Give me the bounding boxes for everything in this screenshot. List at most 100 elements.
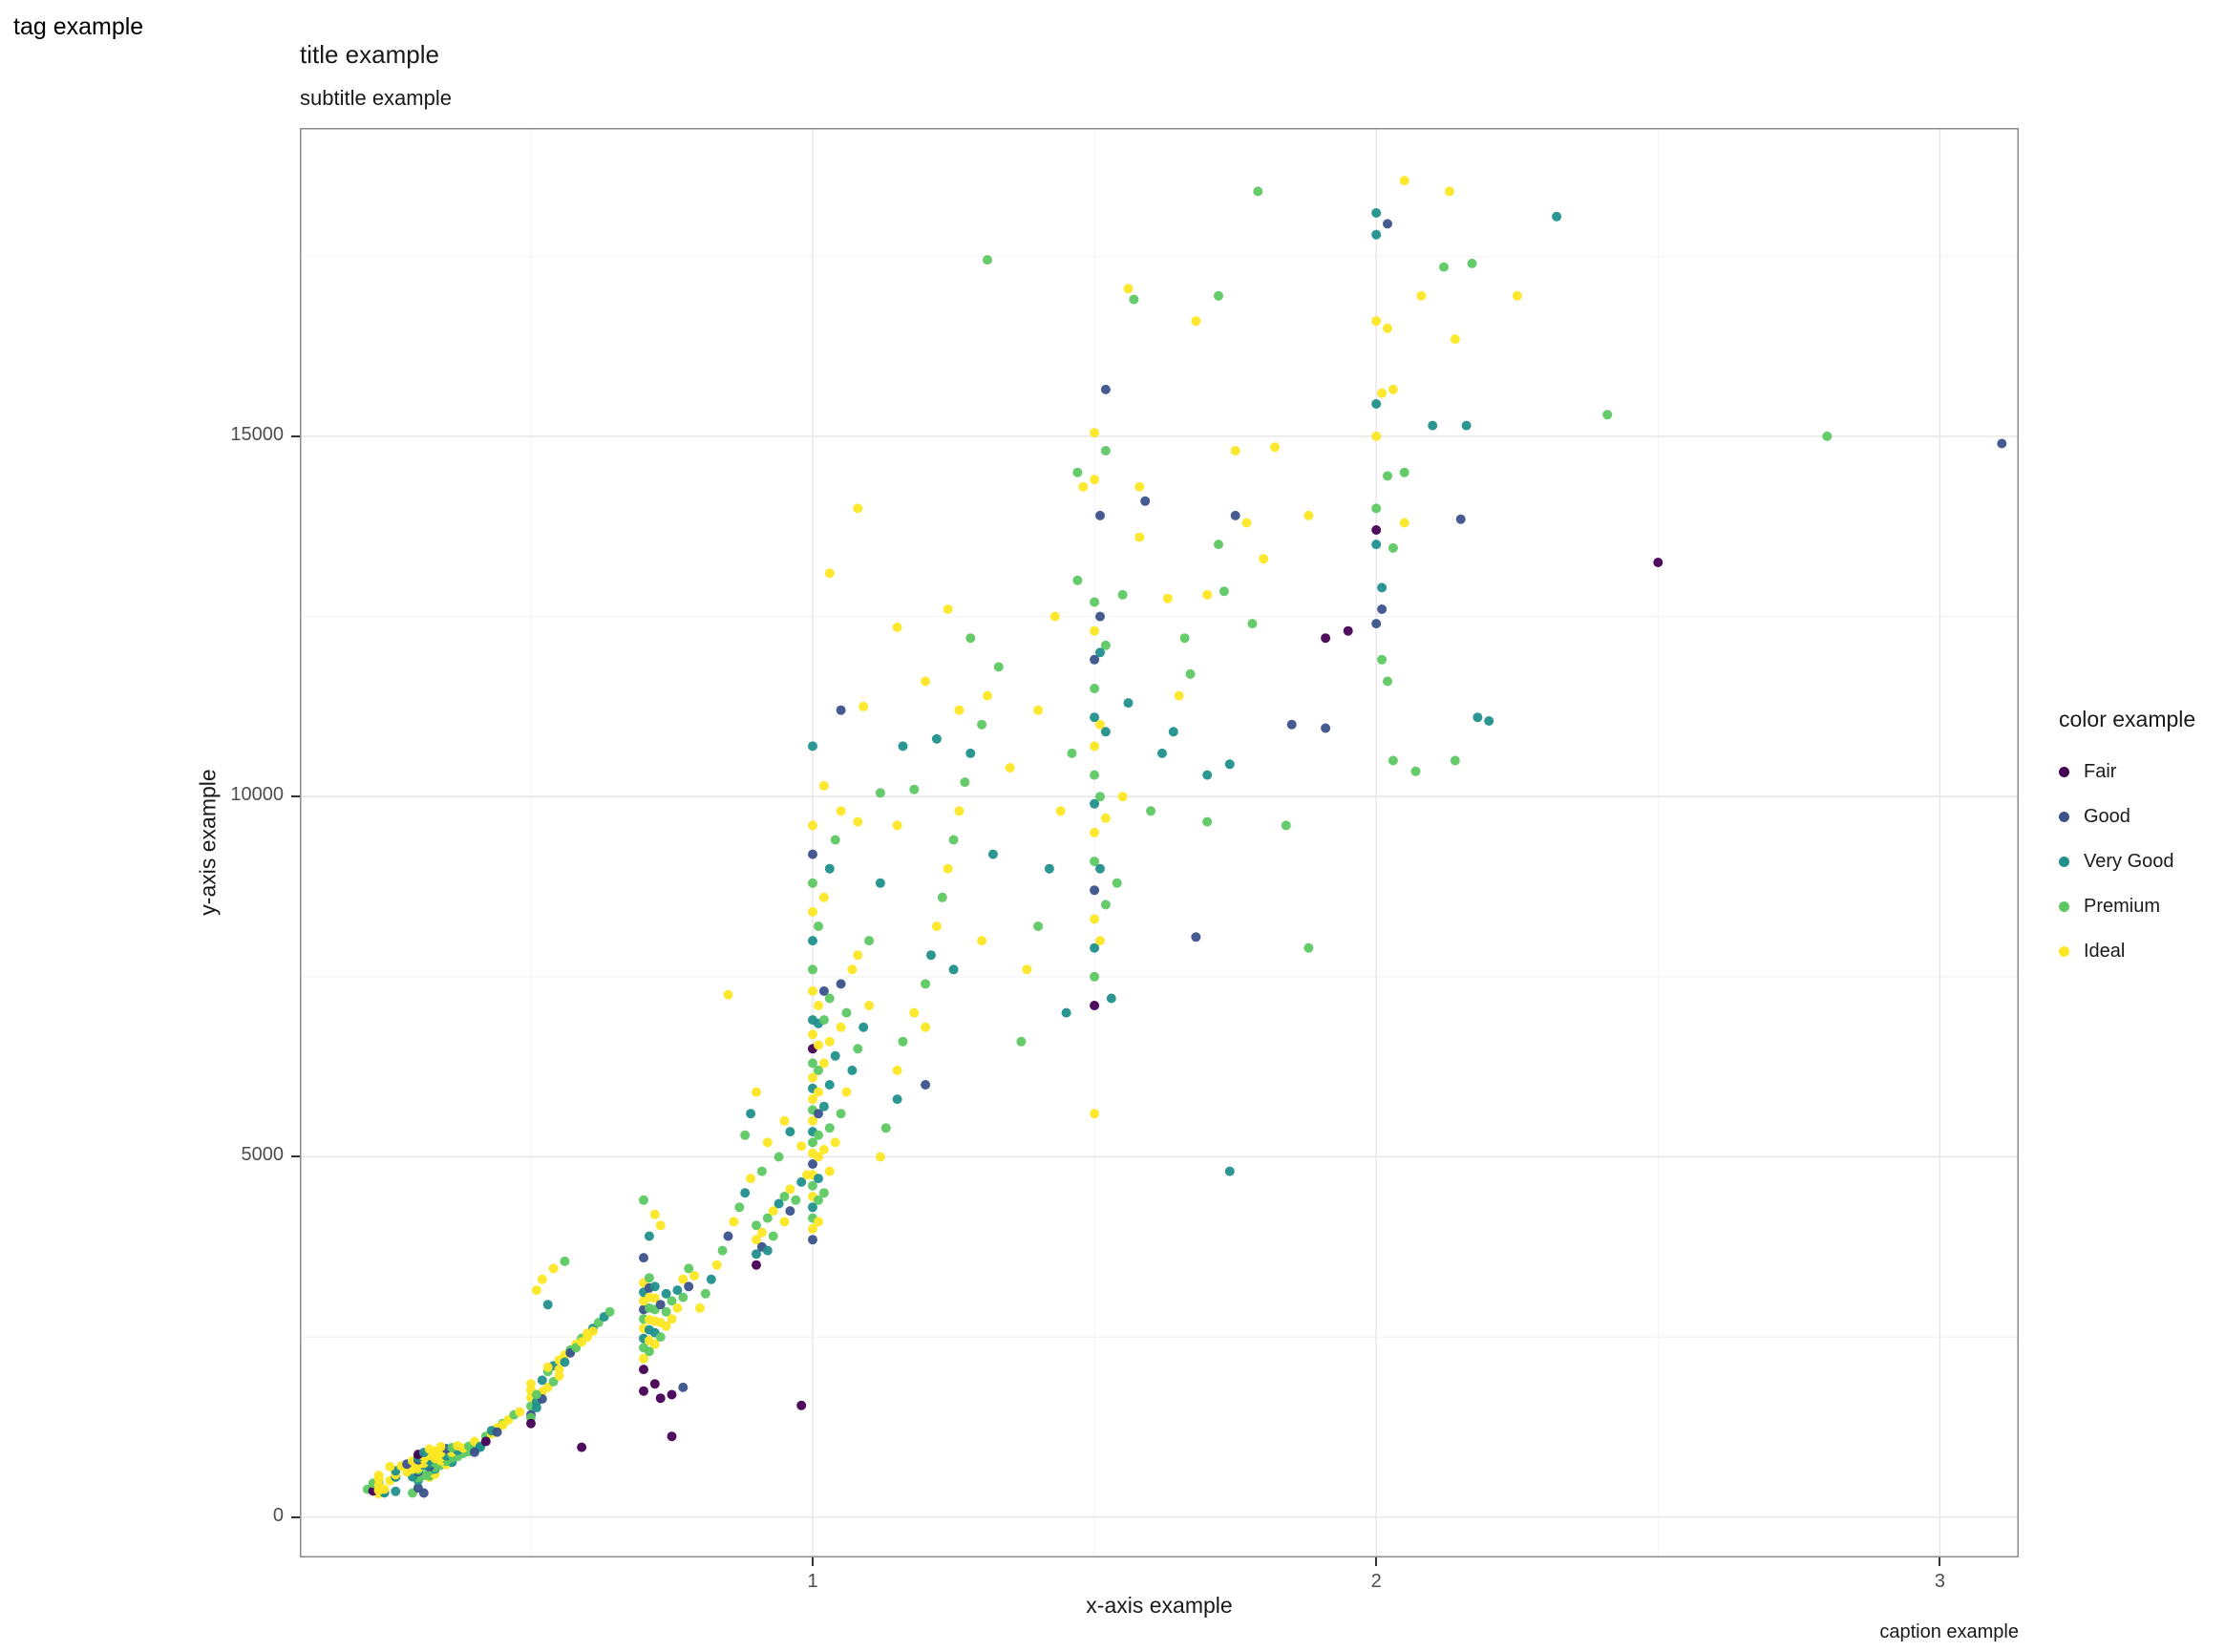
data-point	[1179, 633, 1190, 644]
data-point	[1090, 684, 1100, 693]
data-point	[892, 1065, 902, 1075]
data-point	[808, 1094, 817, 1105]
data-point	[1214, 540, 1223, 550]
data-point	[649, 1293, 660, 1303]
data-point	[1157, 748, 1167, 758]
panel-border	[300, 128, 2019, 1557]
data-point	[1090, 914, 1100, 924]
data-point	[740, 1130, 751, 1140]
data-point	[1100, 640, 1111, 650]
data-point	[1377, 654, 1388, 665]
data-point	[768, 1231, 778, 1241]
x-axis-tick	[1939, 1557, 1941, 1566]
y-axis-tick-label: 0	[272, 1504, 284, 1526]
data-point	[1371, 525, 1382, 535]
legend-title: color example	[2059, 707, 2196, 731]
data-point	[1303, 942, 1314, 953]
data-point	[678, 1274, 689, 1284]
data-point	[577, 1442, 587, 1452]
data-point	[1473, 712, 1483, 723]
data-point	[853, 503, 863, 514]
data-point	[1371, 540, 1382, 550]
data-point	[1067, 748, 1077, 758]
data-point	[864, 936, 875, 946]
data-point	[773, 1198, 784, 1209]
data-point	[808, 820, 817, 831]
data-point	[1371, 399, 1382, 409]
panel-background	[300, 128, 2019, 1557]
data-point	[921, 676, 931, 687]
data-point	[492, 1427, 502, 1437]
data-point	[921, 1022, 931, 1032]
data-point	[898, 741, 908, 752]
data-point	[818, 1101, 829, 1112]
data-point	[684, 1263, 694, 1274]
data-point	[892, 1094, 902, 1105]
data-point	[1270, 442, 1280, 453]
data-point	[480, 1436, 491, 1447]
data-point	[1303, 510, 1314, 520]
data-point	[1049, 611, 1060, 622]
x-axis-tick-label: 3	[1934, 1571, 1945, 1592]
data-point	[814, 1109, 823, 1119]
data-point	[847, 1065, 858, 1075]
data-point	[948, 964, 959, 975]
data-point	[649, 1209, 660, 1219]
data-point	[1230, 446, 1240, 455]
data-point	[1106, 993, 1116, 1004]
data-point	[526, 1379, 536, 1389]
data-point	[1123, 284, 1134, 294]
data-point	[937, 892, 947, 902]
data-point	[1090, 428, 1100, 438]
data-point	[909, 784, 920, 794]
data-point	[931, 733, 942, 744]
data-point	[892, 622, 902, 632]
data-point	[814, 921, 823, 931]
data-point	[808, 1235, 817, 1245]
data-point	[1653, 558, 1663, 567]
data-point	[824, 568, 835, 579]
data-point	[808, 985, 817, 996]
data-point	[791, 1195, 801, 1205]
data-point	[818, 1015, 829, 1026]
data-point	[1512, 290, 1522, 301]
data-point	[1005, 763, 1015, 773]
data-point	[1218, 586, 1229, 597]
data-point	[1140, 496, 1151, 506]
data-point	[814, 1152, 823, 1162]
data-point	[639, 1386, 648, 1396]
data-point	[808, 936, 817, 946]
data-point	[1146, 806, 1156, 816]
data-point	[1321, 723, 1331, 733]
data-point	[796, 1141, 807, 1152]
data-point	[1100, 813, 1111, 823]
plot-title: title example	[300, 40, 439, 69]
data-point	[746, 1174, 756, 1184]
data-point	[548, 1263, 559, 1274]
data-point	[639, 1353, 648, 1364]
data-point	[537, 1375, 547, 1386]
data-point	[1202, 589, 1213, 600]
plot-caption: caption example	[1879, 1621, 2019, 1642]
data-point	[1822, 431, 1833, 441]
data-point	[909, 1007, 920, 1018]
data-point	[948, 835, 959, 845]
data-point	[729, 1217, 739, 1227]
data-point	[752, 1220, 761, 1231]
data-point	[818, 985, 829, 996]
data-point	[1343, 625, 1353, 636]
data-point	[1016, 1036, 1027, 1047]
data-point	[723, 1231, 733, 1241]
data-point	[655, 1220, 666, 1231]
data-point	[830, 1050, 840, 1061]
data-point	[1202, 816, 1213, 827]
data-point	[1377, 388, 1388, 398]
data-point	[1321, 633, 1331, 644]
data-point	[898, 1036, 908, 1047]
data-point	[1055, 806, 1066, 816]
data-point	[954, 705, 964, 715]
data-point	[1455, 514, 1466, 524]
data-point	[1174, 690, 1184, 701]
data-point	[537, 1274, 547, 1284]
data-point	[1090, 654, 1100, 665]
